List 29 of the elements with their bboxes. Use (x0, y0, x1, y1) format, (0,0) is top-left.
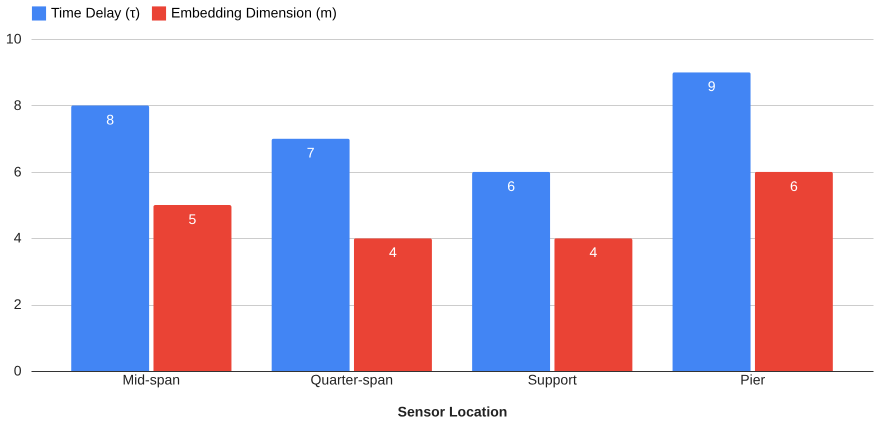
data-label: 4 (388, 244, 397, 260)
data-label: 6 (507, 178, 516, 194)
bar (672, 72, 751, 371)
bar (71, 105, 150, 371)
y-tick-label: 8 (14, 96, 22, 113)
x-tick-label: Mid-span (122, 372, 180, 388)
x-axis-title: Sensor Location (398, 404, 508, 420)
data-label: 9 (708, 78, 716, 94)
y-tick-label: 6 (14, 163, 22, 180)
data-label: 8 (106, 111, 114, 128)
bar (472, 172, 550, 371)
x-tick-label: Support (528, 372, 577, 388)
y-tick-label: 10 (6, 30, 22, 46)
x-tick-label: Pier (740, 372, 766, 388)
y-tick-label: 0 (14, 362, 22, 378)
y-tick-label: 4 (14, 230, 22, 246)
data-label: 7 (306, 144, 315, 161)
bar (153, 205, 232, 371)
legend-label: Time Delay (τ) (51, 4, 140, 20)
data-label: 4 (589, 244, 598, 260)
data-label: 6 (790, 178, 798, 194)
data-label: 5 (188, 211, 197, 227)
y-tick-label: 2 (14, 296, 22, 312)
legend-label: Embedding Dimension (m) (171, 4, 337, 20)
x-tick-label: Quarter-span (310, 372, 394, 388)
bar (754, 172, 833, 371)
bar (554, 238, 632, 371)
bar (272, 138, 350, 371)
bar (354, 238, 432, 371)
